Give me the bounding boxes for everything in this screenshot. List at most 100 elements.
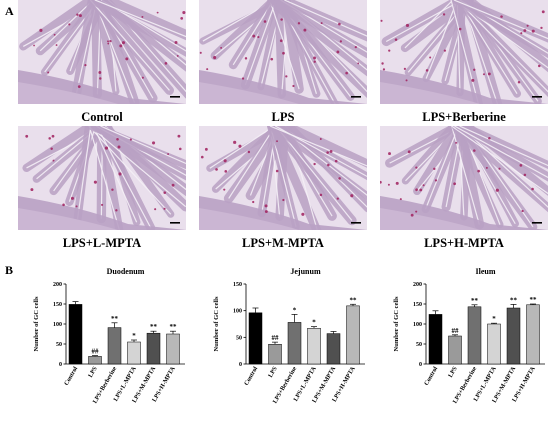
y-tick-label: 50	[56, 342, 62, 348]
bar-lps-l-mpta	[487, 323, 501, 365]
significance-label: ##	[92, 348, 100, 356]
bar-lps-l-mpta	[127, 341, 141, 365]
bar-lps-l-mpta	[307, 328, 321, 365]
error-bar	[252, 307, 259, 313]
y-axis-label: Number of GC cells	[33, 296, 40, 351]
tissue-section-image	[18, 0, 186, 104]
bar-chart-svg: Ileum Number of GC cells 0 50 100 150 200 Contr…	[393, 267, 545, 405]
y-tick-label: 0	[419, 362, 422, 368]
caption-lps-berberine: LPS+Berberine	[422, 110, 506, 124]
x-tick-label: Control	[243, 365, 259, 387]
y-tick-label: 200	[53, 282, 62, 288]
significance-label: **	[510, 296, 518, 304]
y-tick-label: 50	[236, 335, 242, 341]
panel-a-label: A	[5, 4, 14, 18]
bar-lps-m-mpta	[326, 333, 341, 365]
tissue-section-image	[18, 126, 186, 230]
error-bar	[330, 331, 337, 334]
x-tick-label: LPS	[447, 365, 459, 379]
y-tick-label: 50	[416, 342, 422, 348]
caption-lps: LPS	[271, 110, 295, 124]
significance-label: **	[471, 297, 479, 305]
significance-label: ##	[272, 334, 280, 342]
panel-b-label: B	[5, 263, 14, 277]
caption-control: Control	[81, 110, 123, 124]
micrograph-lps-h-mpta	[380, 126, 548, 230]
caption-lps-h-mpta: LPS+H-MPTA	[424, 236, 504, 250]
chart-jejunum: Jejunum Number of GC cells 0 50 100 150 Contro…	[190, 262, 370, 438]
micrograph-lps	[199, 0, 367, 104]
error-bar	[92, 355, 98, 357]
chart-ileum: Ileum Number of GC cells 0 50 100 150 200 Contr…	[370, 262, 550, 438]
bar-control	[248, 312, 263, 365]
tissue-section-image	[380, 0, 548, 104]
chart-title: Ileum	[476, 267, 496, 276]
micrograph-lps-m-mpta	[199, 126, 367, 230]
y-tick-label: 100	[413, 322, 422, 328]
chart-duodenum: Duodenum Number of GC cells 0 50 100 150 200 Co…	[10, 262, 190, 438]
bar-control	[428, 314, 443, 365]
significance-label: *	[312, 319, 316, 327]
micrograph-control	[18, 0, 186, 104]
bar-lps-m-mpta	[506, 307, 521, 365]
caption-lps-m-mpta: LPS+M-MPTA	[242, 236, 324, 250]
error-bar	[170, 330, 176, 334]
tissue-section-image	[199, 126, 367, 230]
significance-label: *	[293, 306, 297, 314]
significance-label: **	[530, 296, 538, 304]
bar-lps-h-mpta	[526, 304, 540, 365]
significance-label: **	[150, 323, 158, 331]
y-tick-label: 150	[413, 302, 422, 308]
bar-lps-berberine	[107, 327, 122, 365]
error-bar	[291, 314, 298, 323]
significance-label: ##	[452, 327, 460, 335]
error-bar	[530, 303, 536, 305]
bar-lps-h-mpta	[346, 305, 360, 365]
caption-lps-l-mpta: LPS+L-MPTA	[62, 236, 142, 250]
y-tick-label: 0	[59, 362, 62, 368]
chart-title: Duodenum	[107, 267, 145, 276]
error-bar	[432, 310, 439, 315]
error-bar	[350, 303, 356, 306]
tissue-section-image	[380, 126, 548, 230]
y-tick-label: 200	[413, 282, 422, 288]
y-tick-label: 100	[53, 322, 62, 328]
error-bar	[111, 322, 118, 328]
bar-lps-m-mpta	[146, 332, 161, 365]
error-bar	[150, 330, 157, 334]
bar-chart-svg: Duodenum Number of GC cells 0 50 100 150 200 Co…	[33, 267, 185, 405]
significance-label: **	[350, 296, 358, 304]
chart-title: Jejunum	[290, 267, 321, 276]
significance-label: *	[132, 332, 136, 340]
bar-lps-berberine	[467, 306, 482, 365]
bar-lps	[88, 356, 102, 365]
y-tick-label: 150	[53, 302, 62, 308]
error-bar	[272, 341, 278, 345]
error-bar	[452, 334, 458, 336]
error-bar	[491, 322, 497, 324]
significance-label: **	[111, 315, 119, 323]
y-axis-label: Number of GC cells	[393, 296, 400, 351]
bar-lps	[448, 335, 462, 365]
x-tick-label: Control	[423, 365, 439, 387]
y-tick-label: 0	[239, 362, 242, 368]
micrograph-lps-l-mpta	[18, 126, 186, 230]
x-tick-label: LPS	[267, 365, 279, 379]
error-bar	[131, 339, 137, 342]
significance-label: *	[492, 315, 496, 323]
micrograph-lps-berberine	[380, 0, 548, 104]
bar-lps	[268, 344, 282, 365]
bar-chart-svg: Jejunum Number of GC cells 0 50 100 150 Contro…	[213, 267, 365, 405]
error-bar	[311, 326, 317, 329]
tissue-section-image	[199, 0, 367, 104]
error-bar	[510, 304, 517, 308]
x-tick-label: Control	[63, 365, 79, 387]
x-tick-label: LPS	[87, 365, 99, 379]
significance-label: **	[170, 323, 178, 331]
y-tick-label: 100	[233, 309, 242, 315]
error-bar	[471, 304, 478, 307]
bar-lps-h-mpta	[166, 333, 180, 365]
bar-control	[68, 304, 83, 365]
bar-lps-berberine	[287, 322, 302, 365]
y-tick-label: 150	[233, 282, 242, 288]
